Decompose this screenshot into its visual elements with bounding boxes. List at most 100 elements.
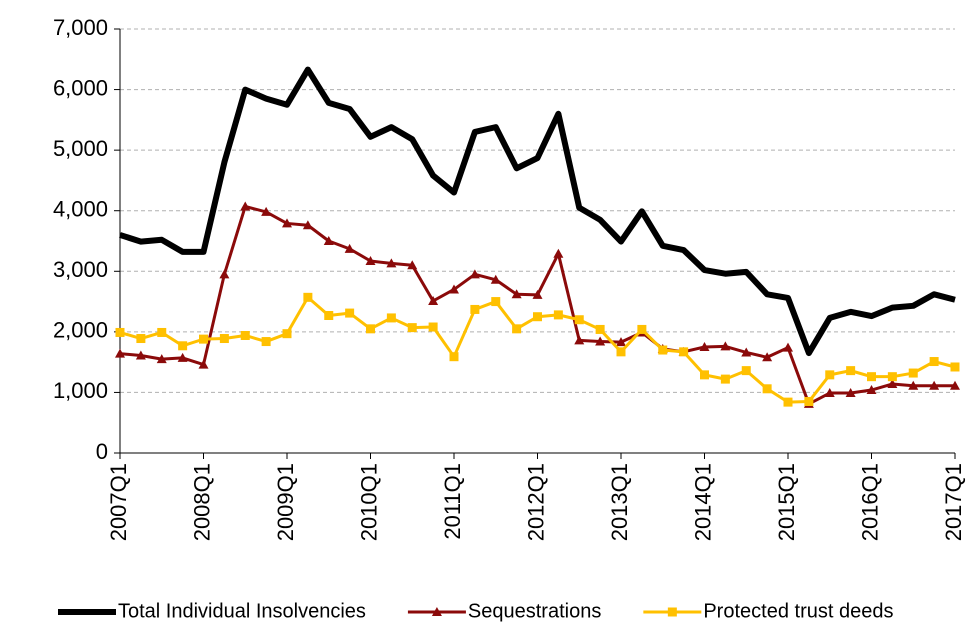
legend-item: Sequestrations (407, 600, 601, 622)
marker (762, 384, 772, 394)
marker (929, 357, 939, 367)
marker (344, 243, 355, 253)
x-tick-label: 2011Q1 (440, 463, 465, 540)
marker (533, 312, 542, 322)
marker (574, 315, 584, 325)
marker (616, 337, 626, 347)
marker (950, 380, 960, 390)
marker (261, 337, 271, 347)
marker (741, 366, 751, 376)
marker (261, 206, 272, 216)
x-tick-label: 2012Q1 (523, 463, 548, 541)
y-tick-label: 3,000 (53, 257, 108, 282)
marker (324, 311, 334, 321)
marker (845, 388, 856, 398)
legend-marker (667, 607, 677, 617)
marker (428, 322, 438, 332)
series (115, 292, 960, 407)
marker (846, 366, 856, 376)
marker (511, 289, 522, 299)
marker (762, 352, 773, 362)
marker (783, 342, 793, 352)
marker (302, 220, 313, 230)
marker (386, 313, 396, 323)
marker (658, 345, 668, 355)
marker (428, 295, 439, 305)
x-tick-label: 2013Q1 (607, 463, 632, 541)
legend-item: Protected trust deeds (643, 600, 893, 622)
marker (365, 255, 376, 265)
marker (720, 374, 730, 384)
marker (136, 334, 146, 344)
marker (574, 335, 585, 345)
series (119, 66, 956, 357)
marker (240, 201, 251, 211)
marker (512, 324, 522, 334)
legend-item: Total Individual Insolvencies (58, 600, 366, 622)
y-tick-label: 6,000 (53, 75, 108, 100)
marker (700, 370, 709, 380)
marker (929, 380, 940, 390)
y-tick-label: 1,000 (53, 378, 108, 403)
marker (157, 327, 167, 337)
x-tick-label: 2008Q1 (189, 463, 214, 541)
marker (178, 341, 188, 351)
marker (532, 289, 543, 299)
marker (637, 324, 647, 334)
marker (720, 341, 731, 351)
marker (303, 292, 313, 302)
marker (595, 336, 606, 346)
marker (908, 380, 919, 390)
marker (177, 352, 188, 362)
marker (679, 347, 689, 357)
marker (887, 372, 897, 382)
x-tick-label: 2017Q1 (941, 463, 966, 541)
marker (825, 370, 835, 380)
y-tick-label: 5,000 (53, 136, 108, 161)
legend-label: Total Individual Insolvencies (118, 600, 366, 622)
x-tick-label: 2007Q1 (106, 463, 131, 541)
x-tick-label: 2016Q1 (857, 463, 882, 541)
marker (783, 397, 793, 407)
x-tick-label: 2010Q1 (356, 463, 381, 541)
marker (491, 297, 501, 307)
marker (135, 350, 146, 360)
marker (407, 323, 417, 333)
marker (595, 324, 605, 334)
marker (282, 329, 292, 339)
marker (449, 352, 459, 362)
marker (282, 218, 292, 228)
marker (323, 236, 334, 245)
marker (887, 378, 898, 388)
marker (553, 310, 563, 320)
legend-label: Sequestrations (468, 600, 601, 622)
marker (219, 334, 229, 344)
marker (469, 269, 480, 279)
marker (867, 372, 876, 382)
marker (115, 348, 125, 358)
marker (616, 347, 626, 357)
marker (470, 304, 480, 314)
legend-label: Protected trust deeds (703, 600, 893, 622)
marker (199, 334, 208, 344)
marker (908, 368, 918, 378)
marker (366, 324, 375, 334)
x-tick-label: 2015Q1 (774, 463, 799, 541)
marker (449, 284, 459, 294)
marker (699, 342, 710, 351)
marker (553, 248, 564, 258)
marker (219, 269, 230, 279)
x-tick-label: 2009Q1 (273, 463, 298, 541)
marker (490, 274, 501, 284)
marker (345, 308, 355, 318)
x-tick-label: 2014Q1 (690, 463, 715, 541)
line (119, 66, 956, 357)
marker (240, 330, 250, 340)
y-tick-label: 0 (96, 439, 108, 464)
marker (866, 385, 877, 395)
marker (804, 397, 814, 407)
marker (824, 388, 835, 398)
marker (115, 327, 125, 337)
y-tick-label: 2,000 (53, 318, 108, 343)
